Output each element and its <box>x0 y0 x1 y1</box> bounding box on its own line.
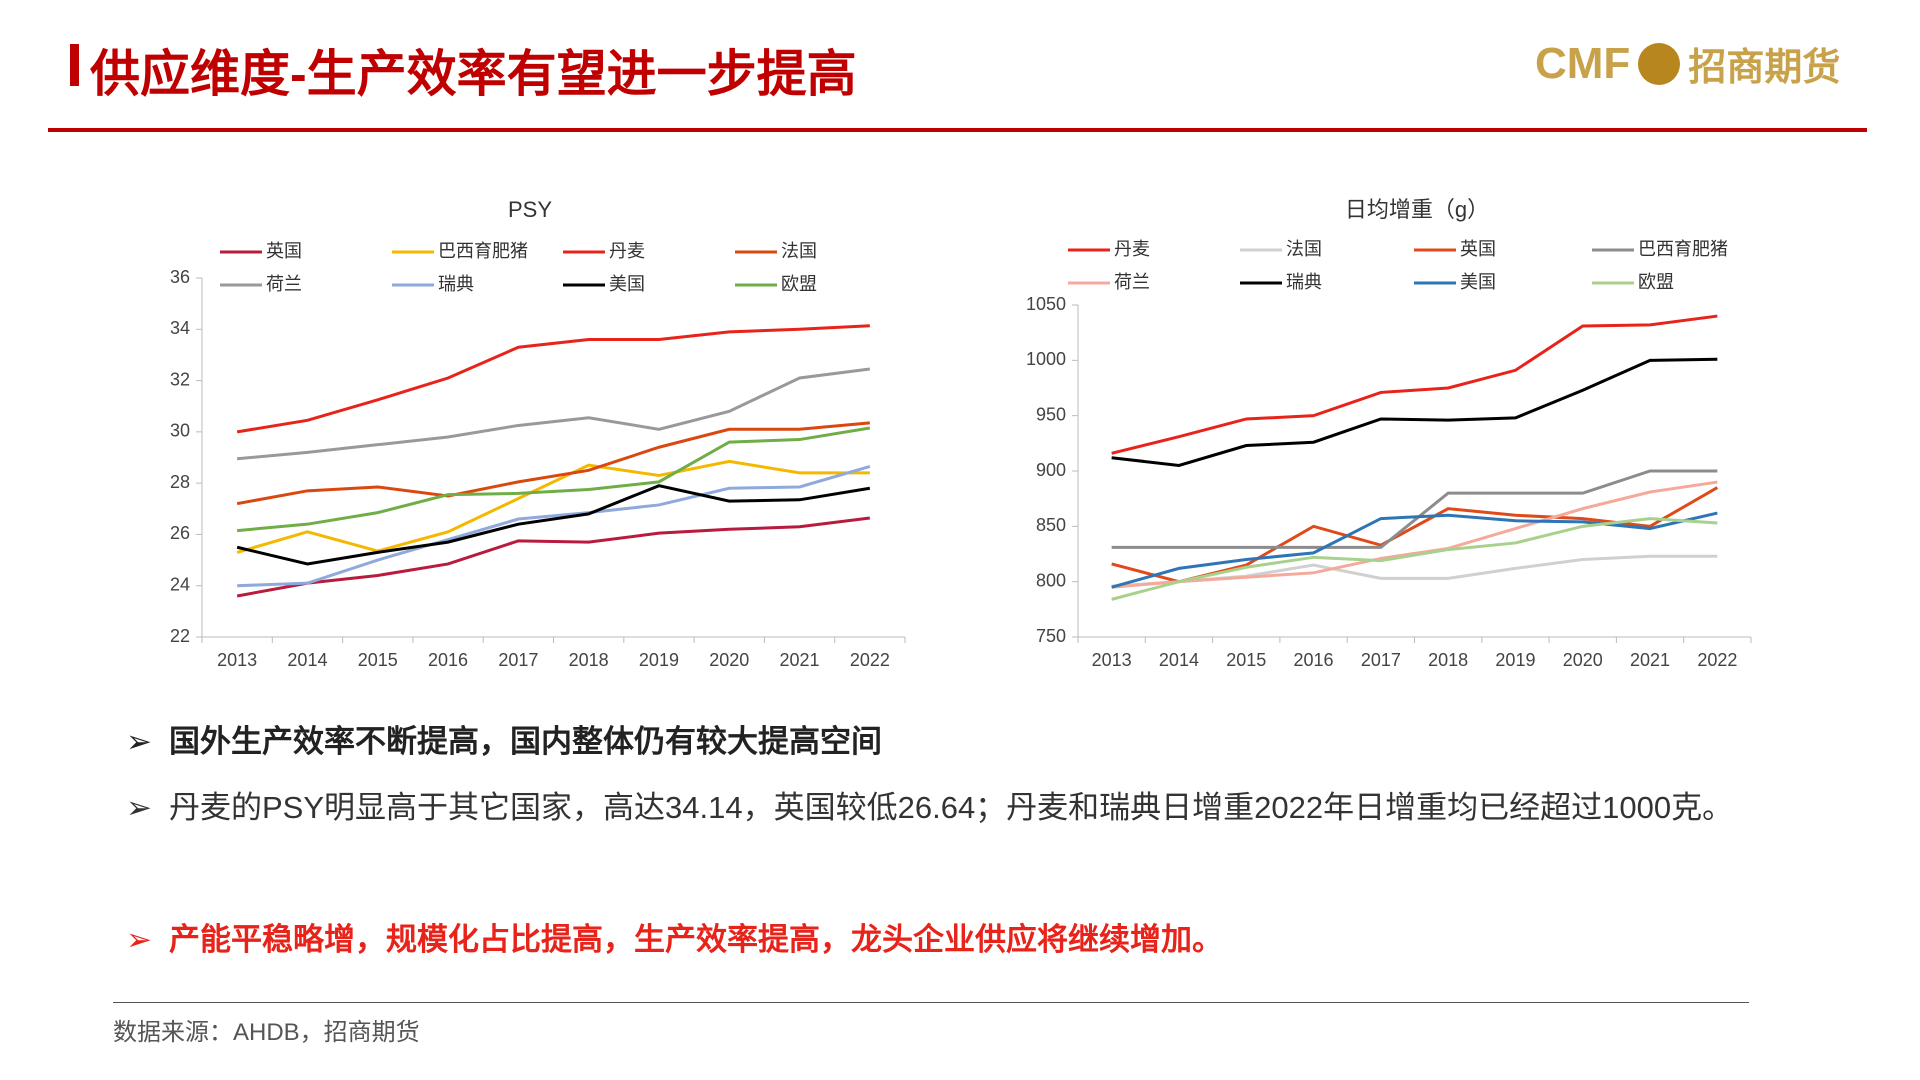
chart-title: 日均增重（g） <box>1345 197 1489 222</box>
bullet: ➢ 国外生产效率不断提高，国内整体仍有较大提高空间 <box>126 709 1806 775</box>
series-line <box>1111 517 1718 601</box>
series-line <box>237 465 871 588</box>
legend-label: 英国 <box>1460 239 1496 259</box>
x-tick-label: 2013 <box>1092 650 1132 670</box>
y-tick-label: 900 <box>1036 460 1066 480</box>
legend-label: 丹麦 <box>1114 239 1150 259</box>
x-tick-label: 2014 <box>287 650 327 670</box>
y-tick-label: 36 <box>170 267 190 287</box>
series-line <box>236 459 870 554</box>
bullet-text: 国外生产效率不断提高，国内整体仍有较大提高空间 <box>169 724 882 759</box>
series-line <box>1111 511 1718 589</box>
y-tick-label: 750 <box>1036 626 1066 646</box>
x-tick-label: 2019 <box>1495 650 1535 670</box>
logo-brand: 招商期货 <box>1688 47 1841 89</box>
y-tick-label: 24 <box>170 574 190 594</box>
series-line <box>1111 486 1719 584</box>
logo: CMF 招商期货 <box>1535 36 1840 91</box>
x-tick-label: 2018 <box>569 650 609 670</box>
legend-label: 英国 <box>266 241 302 261</box>
bullet-arrow: ➢ <box>126 724 152 759</box>
y-tick-label: 26 <box>170 523 190 543</box>
title-bar <box>70 44 79 86</box>
x-tick-label: 2020 <box>1563 650 1603 670</box>
legend-label: 法国 <box>781 241 817 261</box>
bullet-text: 产能平稳略增，规模化占比提高，生产效率提高，龙头企业供应将继续增加。 <box>169 922 1223 957</box>
series-line <box>236 421 870 506</box>
legend-label: 巴西育肥猪 <box>438 241 528 261</box>
x-tick-label: 2022 <box>850 650 890 670</box>
y-tick-label: 34 <box>170 318 190 338</box>
x-tick-label: 2017 <box>1361 650 1401 670</box>
logo-text: CMF <box>1535 38 1631 88</box>
series-line <box>236 516 871 598</box>
legend-label: 法国 <box>1286 239 1322 259</box>
x-tick-label: 2016 <box>1294 650 1334 670</box>
legend-label: 美国 <box>609 274 645 294</box>
series-line <box>237 367 871 461</box>
title-rule <box>48 128 1867 132</box>
bullet: ➢ 产能平稳略增，规模化占比提高，生产效率提高，龙头企业供应将继续增加。 <box>126 907 1806 973</box>
legend-label: 欧盟 <box>1638 272 1674 292</box>
legend-label: 美国 <box>1460 272 1496 292</box>
series-line <box>1111 469 1718 549</box>
x-tick-label: 2021 <box>780 650 820 670</box>
chart-title: PSY <box>508 197 552 222</box>
x-tick-label: 2018 <box>1428 650 1468 670</box>
y-tick-label: 1000 <box>1026 349 1066 369</box>
x-tick-label: 2020 <box>709 650 749 670</box>
legend-label: 瑞典 <box>438 274 474 294</box>
y-tick-label: 950 <box>1036 404 1066 424</box>
x-tick-label: 2019 <box>639 650 679 670</box>
y-tick-label: 22 <box>170 626 190 646</box>
bullet-arrow: ➢ <box>126 790 152 825</box>
x-tick-label: 2021 <box>1630 650 1670 670</box>
logo-mark <box>1638 42 1681 85</box>
y-tick-label: 30 <box>170 421 190 441</box>
y-tick-label: 28 <box>170 472 190 492</box>
legend-label: 巴西育肥猪 <box>1638 239 1728 259</box>
series-line <box>1111 480 1718 589</box>
x-tick-label: 2013 <box>217 650 257 670</box>
x-tick-label: 2015 <box>1226 650 1266 670</box>
y-tick-label: 850 <box>1036 515 1066 535</box>
legend-label: 欧盟 <box>781 274 817 294</box>
x-tick-label: 2022 <box>1697 650 1737 670</box>
slide-title: 供应维度-生产效率有望进一步提高 <box>90 46 857 102</box>
series-line <box>1111 314 1718 455</box>
series-line <box>237 426 871 533</box>
source-rule <box>113 1002 1749 1003</box>
source: 数据来源：AHDB，招商期货 <box>113 1019 420 1046</box>
series-line <box>236 484 871 566</box>
bullet-arrow: ➢ <box>126 922 152 957</box>
legend-label: 荷兰 <box>266 274 302 294</box>
y-tick-label: 1050 <box>1026 294 1066 314</box>
y-tick-label: 32 <box>170 369 190 389</box>
series-line <box>236 324 870 434</box>
series-line <box>1111 357 1718 467</box>
legend-label: 丹麦 <box>609 241 645 261</box>
legend-label: 瑞典 <box>1286 272 1322 292</box>
bullet: ➢ 丹麦的PSY明显高于其它国家，高达34.14，英国较低26.64；丹麦和瑞典日… <box>126 775 1806 841</box>
x-tick-label: 2016 <box>428 650 468 670</box>
legend-label: 荷兰 <box>1114 272 1150 292</box>
x-tick-label: 2015 <box>358 650 398 670</box>
y-tick-label: 800 <box>1036 570 1066 590</box>
x-tick-label: 2014 <box>1159 650 1199 670</box>
x-tick-label: 2017 <box>498 650 538 670</box>
charts: PSY 22 24 26 28 30 32 34 36 2013 2014 2015 2016 2017 2… <box>170 197 1752 670</box>
bullet-text: 丹麦的PSY明显高于其它国家，高达34.14，英国较低26.64；丹麦和瑞典日增… <box>169 790 1734 825</box>
